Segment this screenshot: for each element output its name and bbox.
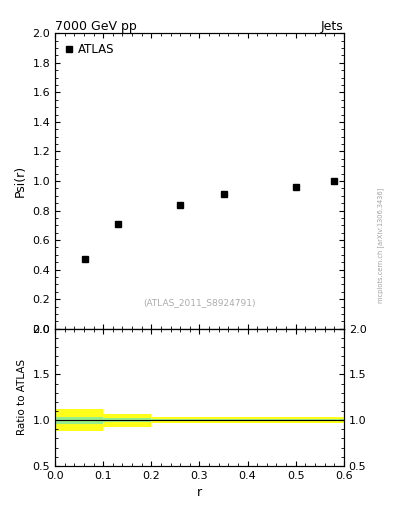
Text: (ATLAS_2011_S8924791): (ATLAS_2011_S8924791): [143, 297, 256, 307]
X-axis label: r: r: [197, 486, 202, 499]
Text: Jets: Jets: [321, 20, 344, 33]
ATLAS: [83, 256, 88, 262]
Y-axis label: Psi(r): Psi(r): [14, 165, 27, 197]
ATLAS: [332, 178, 337, 184]
ATLAS: [221, 191, 226, 198]
ATLAS: [293, 184, 298, 190]
ATLAS: [115, 221, 120, 227]
Legend: ATLAS: ATLAS: [61, 39, 118, 59]
Line: ATLAS: ATLAS: [82, 178, 338, 263]
Y-axis label: Ratio to ATLAS: Ratio to ATLAS: [17, 359, 27, 435]
Text: mcplots.cern.ch [arXiv:1306.3436]: mcplots.cern.ch [arXiv:1306.3436]: [377, 188, 384, 304]
Text: 7000 GeV pp: 7000 GeV pp: [55, 20, 137, 33]
ATLAS: [178, 202, 183, 208]
